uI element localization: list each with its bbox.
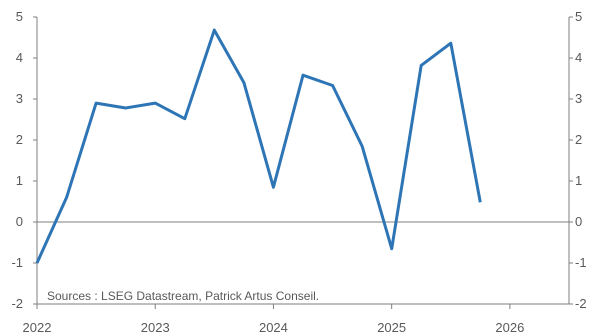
tick-labels: -2 -2 -1 -1 0 0 1 1 2 2 3 3 4 4 5 5 2022 2023 2024 2025 2026	[11, 9, 586, 335]
y-tick-label-right: 0	[575, 214, 582, 229]
series-lines	[35, 28, 482, 264]
y-tick-label-left: 5	[16, 9, 23, 24]
y-tick-label-right: 2	[575, 132, 582, 147]
x-tick-label: 2022	[23, 320, 52, 335]
y-tick-label-left: -1	[11, 255, 23, 270]
y-tick-label-right: 3	[575, 91, 582, 106]
y-tick-label-right: 4	[575, 50, 582, 65]
y-tick-label-left: 2	[16, 132, 23, 147]
y-tick-label-left: -2	[11, 296, 23, 311]
y-tick-label-left: 1	[16, 173, 23, 188]
series-line	[35, 28, 482, 264]
x-tick-label: 2023	[141, 320, 170, 335]
x-tick-label: 2024	[259, 320, 288, 335]
y-tick-label-left: 3	[16, 91, 23, 106]
chart-axes	[33, 16, 573, 309]
y-tick-label-right: -2	[575, 296, 587, 311]
y-tick-label-left: 4	[16, 50, 23, 65]
y-tick-label-left: 0	[16, 214, 23, 229]
y-tick-label-right: -1	[575, 255, 587, 270]
x-tick-label: 2026	[495, 320, 524, 335]
y-tick-label-right: 1	[575, 173, 582, 188]
x-tick-label: 2025	[377, 320, 406, 335]
source-note: Sources : LSEG Datastream, Patrick Artus…	[47, 289, 319, 303]
y-tick-label-right: 5	[575, 9, 582, 24]
